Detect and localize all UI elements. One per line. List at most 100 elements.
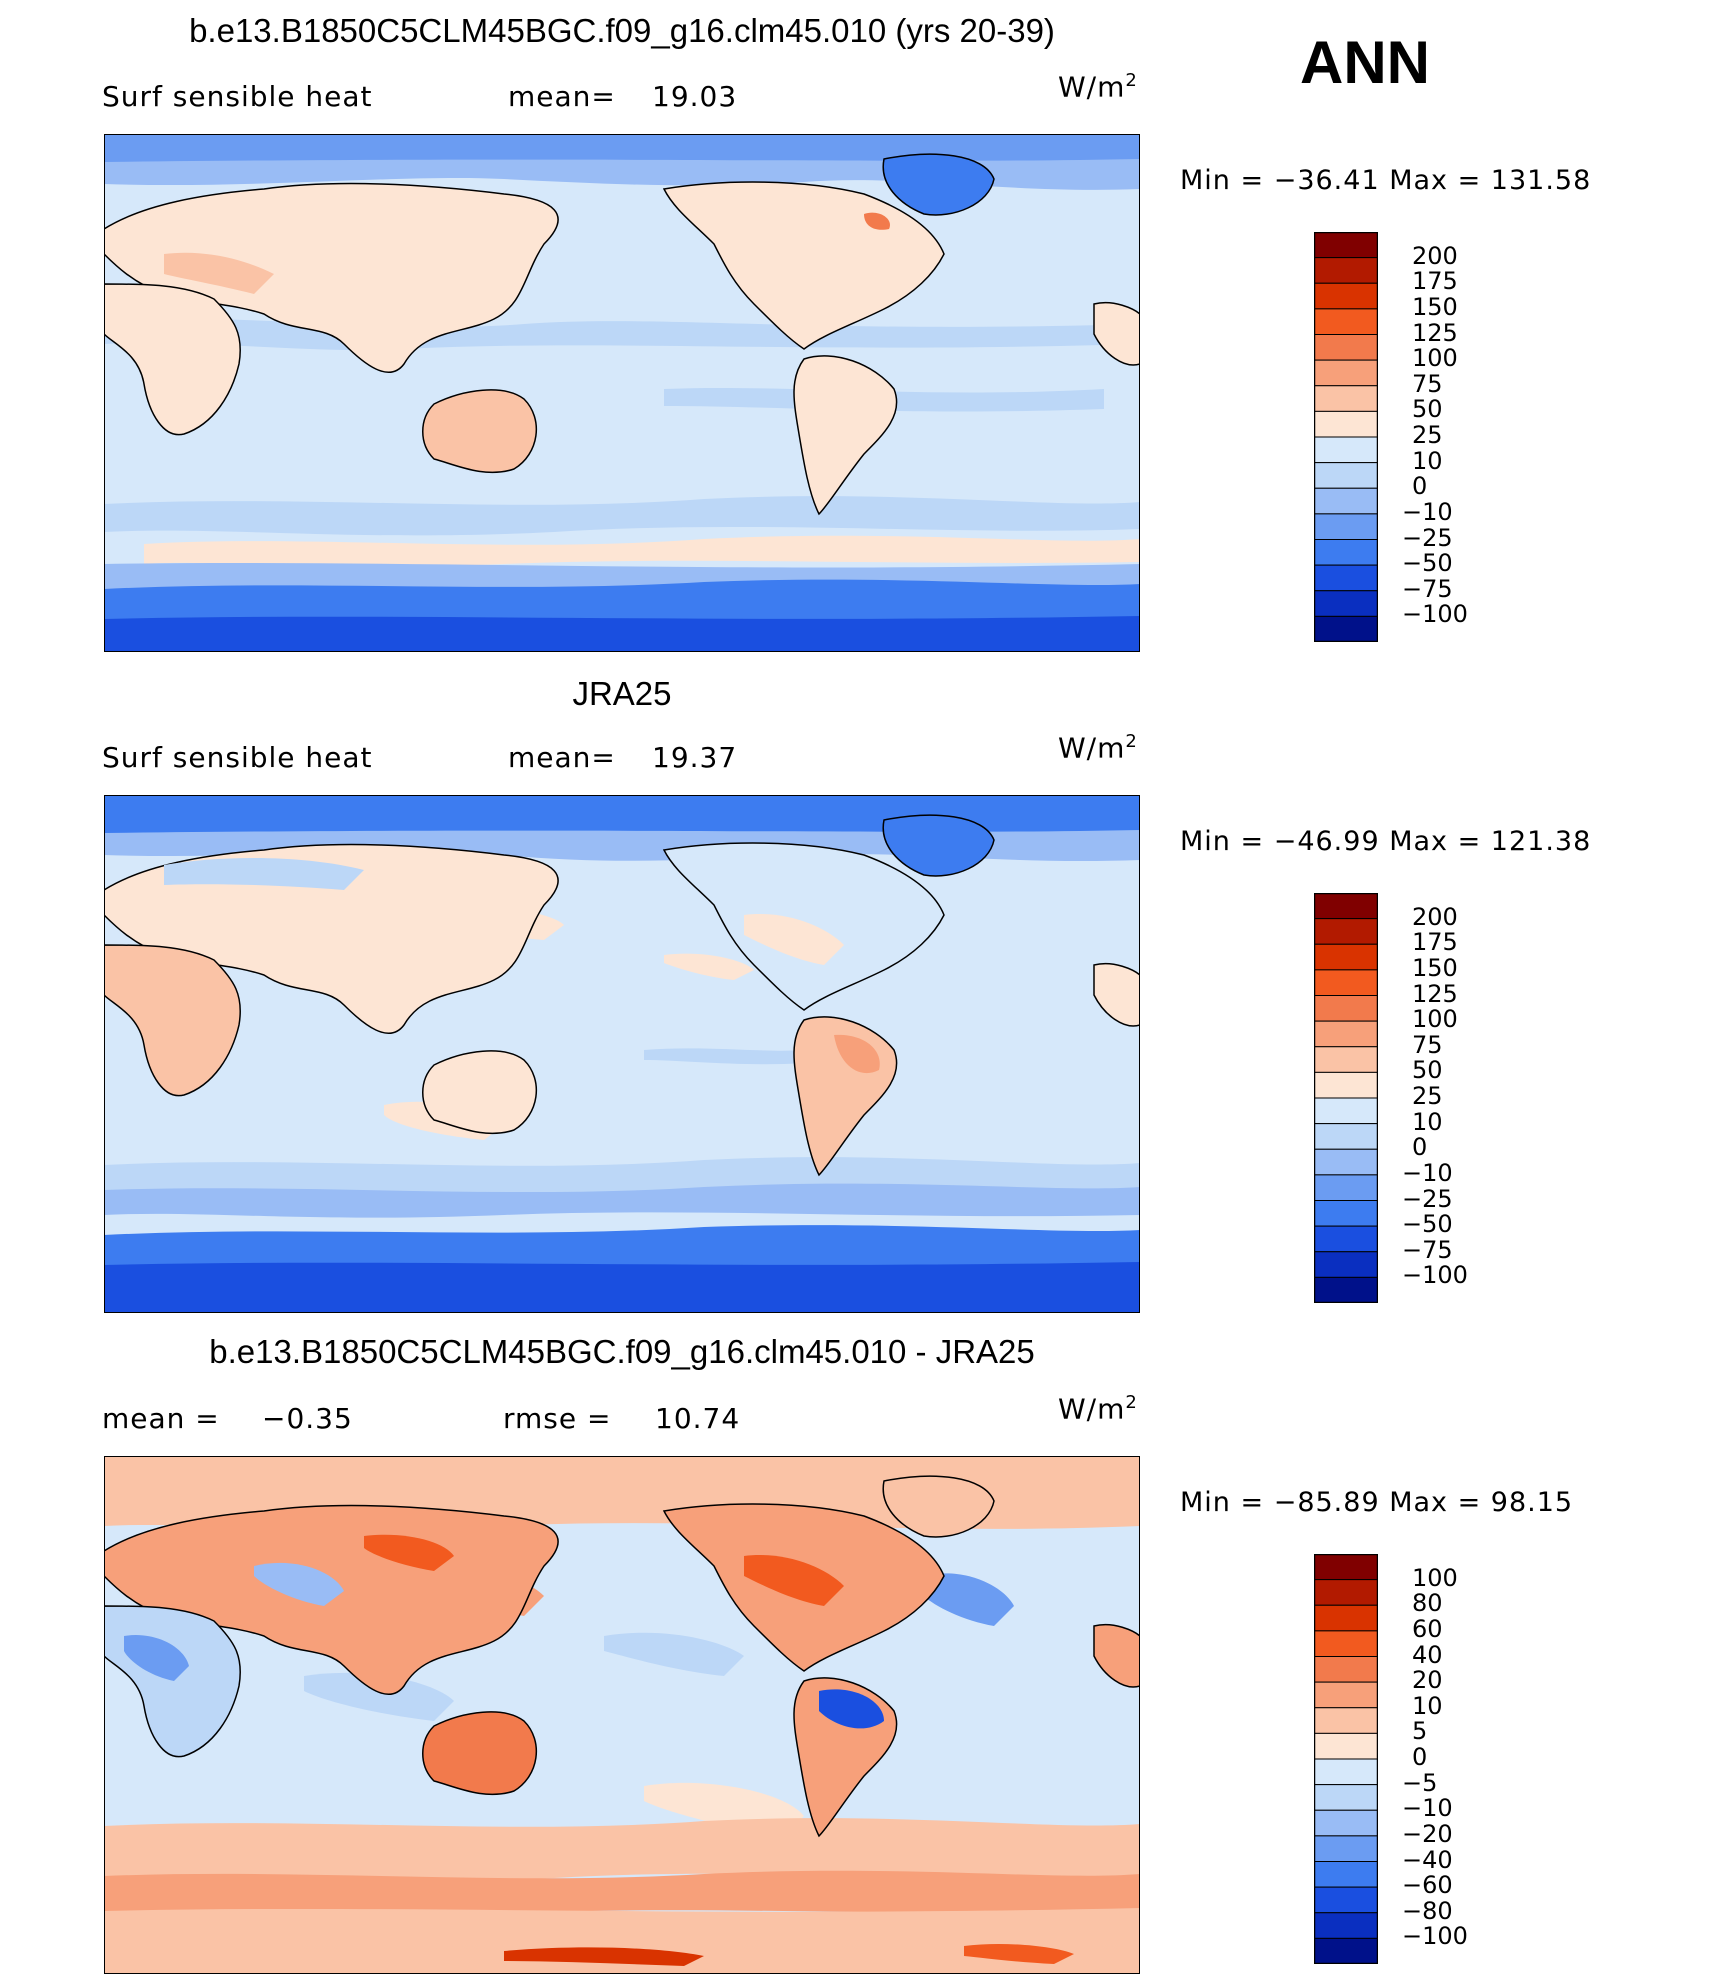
colorbar-frame bbox=[1314, 893, 1378, 1303]
colorbar-swatch bbox=[1314, 410, 1378, 438]
colorbar-level-label: 50 bbox=[1412, 1056, 1443, 1085]
season-label: ANN bbox=[1300, 29, 1430, 96]
colorbar-swatch bbox=[1314, 282, 1378, 310]
colorbar-swatch bbox=[1314, 1148, 1378, 1176]
land-detail bbox=[364, 1534, 454, 1571]
south-america-land bbox=[793, 355, 898, 516]
colorbar-level-label: 75 bbox=[1412, 1030, 1443, 1059]
colorbar-level-label: −20 bbox=[1402, 1819, 1453, 1848]
colorbar-level-label: −10 bbox=[1402, 1794, 1453, 1823]
colorbar-level-label: 75 bbox=[1412, 369, 1443, 398]
mean-label: mean = bbox=[102, 1402, 220, 1435]
colorbar-level-label: 100 bbox=[1412, 344, 1458, 373]
colorbar-swatch bbox=[1314, 918, 1378, 945]
land-detail bbox=[834, 1034, 880, 1074]
colorbar-swatch bbox=[1314, 1861, 1378, 1888]
colorbar-level-label: 100 bbox=[1412, 1563, 1458, 1592]
colorbar-swatch bbox=[1314, 1554, 1378, 1581]
colorbar-level-label: −10 bbox=[1402, 497, 1453, 526]
colorbar-level-label: 20 bbox=[1412, 1666, 1443, 1695]
colorbar-level-label: 0 bbox=[1412, 1133, 1428, 1162]
colorbar-frame bbox=[1314, 232, 1378, 642]
model-map bbox=[104, 134, 1140, 652]
colorbar-swatch bbox=[1314, 1071, 1378, 1099]
land-detail bbox=[164, 858, 364, 890]
colorbar-swatch bbox=[1314, 539, 1378, 566]
colorbar-level-label: 150 bbox=[1412, 953, 1458, 982]
colorbar-level-label: 0 bbox=[1412, 1743, 1428, 1771]
mean-label: mean= bbox=[508, 80, 616, 113]
colorbar-swatch bbox=[1314, 1123, 1378, 1150]
arctic-region bbox=[104, 795, 1140, 833]
units-label: W/m2 bbox=[1058, 731, 1138, 764]
colorbar bbox=[1314, 232, 1378, 642]
colorbar-swatch bbox=[1314, 487, 1378, 515]
colorbar-level-label: 10 bbox=[1412, 446, 1443, 475]
land-detail bbox=[819, 1689, 884, 1729]
colorbar-swatch bbox=[1314, 1200, 1378, 1227]
colorbar-swatch bbox=[1314, 385, 1378, 412]
colorbar-level-label: 200 bbox=[1412, 241, 1458, 270]
units-base: W/m bbox=[1058, 70, 1126, 104]
colorbar-swatch bbox=[1314, 1251, 1378, 1278]
africa-land bbox=[104, 944, 241, 1097]
colorbar-swatch bbox=[1314, 1097, 1378, 1125]
colorbar-swatch bbox=[1314, 359, 1378, 387]
colorbar-level-label: −25 bbox=[1402, 1184, 1453, 1213]
colorbar-level-label: −25 bbox=[1402, 523, 1453, 552]
colorbar-swatch bbox=[1314, 513, 1378, 540]
colorbar-level-label: 175 bbox=[1412, 928, 1458, 957]
units-label: W/m2 bbox=[1058, 1392, 1138, 1425]
arctic-region bbox=[104, 134, 1140, 162]
panel-title: b.e13.B1850C5CLM45BGC.f09_g16.clm45.010 … bbox=[209, 1333, 1035, 1370]
colorbar-level-label: 200 bbox=[1412, 902, 1458, 931]
colorbar-swatch bbox=[1314, 1046, 1378, 1073]
colorbar-level-label: 25 bbox=[1412, 421, 1443, 449]
rmse-value: 10.74 bbox=[655, 1402, 741, 1435]
min-max-label: Min = −46.99 Max = 121.38 bbox=[1180, 826, 1592, 857]
colorbar-level-label: 125 bbox=[1412, 318, 1458, 347]
colorbar-swatch bbox=[1314, 1912, 1378, 1939]
units-label: W/m2 bbox=[1058, 70, 1138, 103]
colorbar-swatch bbox=[1314, 1835, 1378, 1862]
colorbar-level-label: 0 bbox=[1412, 472, 1428, 501]
units-base: W/m bbox=[1058, 731, 1126, 765]
colorbar-swatch bbox=[1314, 1886, 1378, 1914]
colorbar-level-label: −50 bbox=[1402, 1210, 1453, 1239]
colorbar-level-label: 5 bbox=[1412, 1717, 1428, 1746]
colorbar-level-label: −75 bbox=[1402, 1235, 1453, 1264]
colorbar-swatch bbox=[1314, 308, 1378, 335]
colorbar-swatch bbox=[1314, 462, 1378, 489]
colorbar bbox=[1314, 893, 1378, 1303]
land-detail bbox=[164, 252, 274, 294]
colorbar-swatch bbox=[1314, 436, 1378, 464]
ocean-band bbox=[304, 1672, 454, 1721]
land-detail bbox=[124, 1635, 189, 1681]
greenland-land bbox=[882, 153, 995, 216]
colorbar-swatch bbox=[1314, 1809, 1378, 1837]
units-exponent: 2 bbox=[1125, 731, 1138, 752]
australia-land bbox=[422, 389, 538, 474]
ocean-band bbox=[644, 1048, 804, 1065]
land-detail bbox=[744, 1555, 844, 1606]
colorbar-swatch bbox=[1314, 893, 1378, 920]
panel-title: JRA25 bbox=[572, 675, 672, 712]
land-detail bbox=[744, 914, 844, 965]
difference-map bbox=[104, 1456, 1140, 1974]
antarctica-detail bbox=[504, 1947, 704, 1966]
colorbar-swatch bbox=[1314, 943, 1378, 971]
colorbar-swatch bbox=[1314, 590, 1378, 617]
colorbar-level-label: −10 bbox=[1402, 1158, 1453, 1187]
australia-land bbox=[422, 1050, 538, 1135]
mean-label: mean= bbox=[508, 741, 616, 774]
colorbar-swatch bbox=[1314, 232, 1378, 259]
colorbar-swatch bbox=[1314, 1681, 1378, 1709]
units-base: W/m bbox=[1058, 1392, 1126, 1426]
ocean-band bbox=[604, 1632, 744, 1676]
greenland-land bbox=[882, 1475, 995, 1538]
colorbar-swatch bbox=[1314, 995, 1378, 1022]
colorbar-level-label: 50 bbox=[1412, 395, 1443, 424]
colorbar-swatch bbox=[1314, 1784, 1378, 1811]
colorbar-level-label: 100 bbox=[1412, 1005, 1458, 1034]
colorbar-swatch bbox=[1314, 1174, 1378, 1201]
